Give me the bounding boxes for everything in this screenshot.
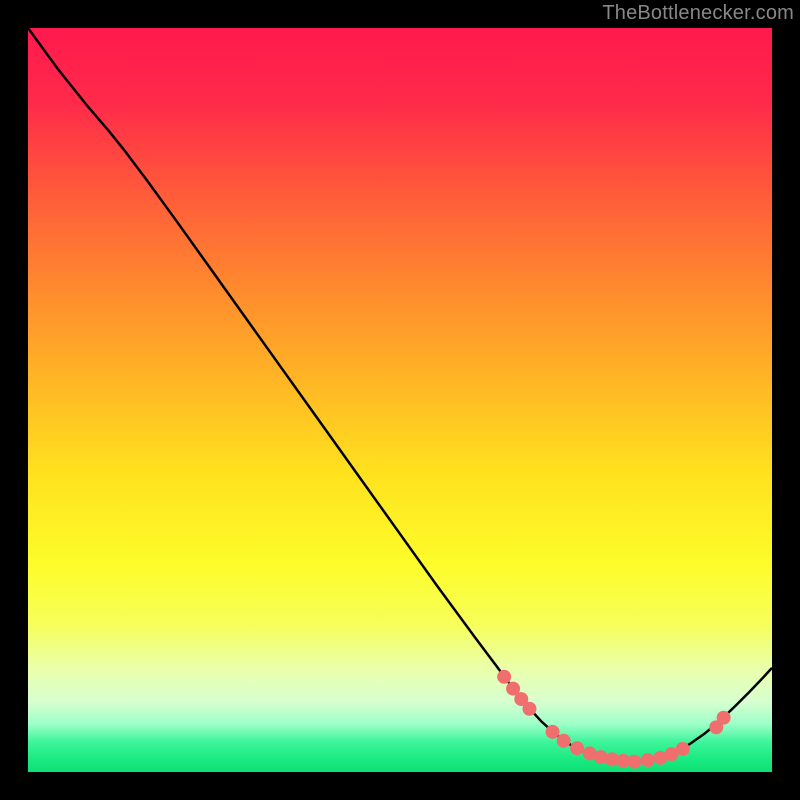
- gradient-background: [28, 28, 772, 772]
- scatter-point: [627, 755, 641, 769]
- chart-stage: TheBottlenecker.com: [0, 0, 800, 800]
- scatter-point: [546, 725, 560, 739]
- scatter-point: [717, 711, 731, 725]
- attribution-text: TheBottlenecker.com: [602, 2, 794, 25]
- scatter-point: [557, 734, 571, 748]
- scatter-point: [641, 753, 655, 767]
- scatter-point: [676, 742, 690, 756]
- scatter-point: [522, 702, 536, 716]
- scatter-point: [570, 741, 584, 755]
- scatter-point: [497, 670, 511, 684]
- bottleneck-chart: [0, 0, 800, 800]
